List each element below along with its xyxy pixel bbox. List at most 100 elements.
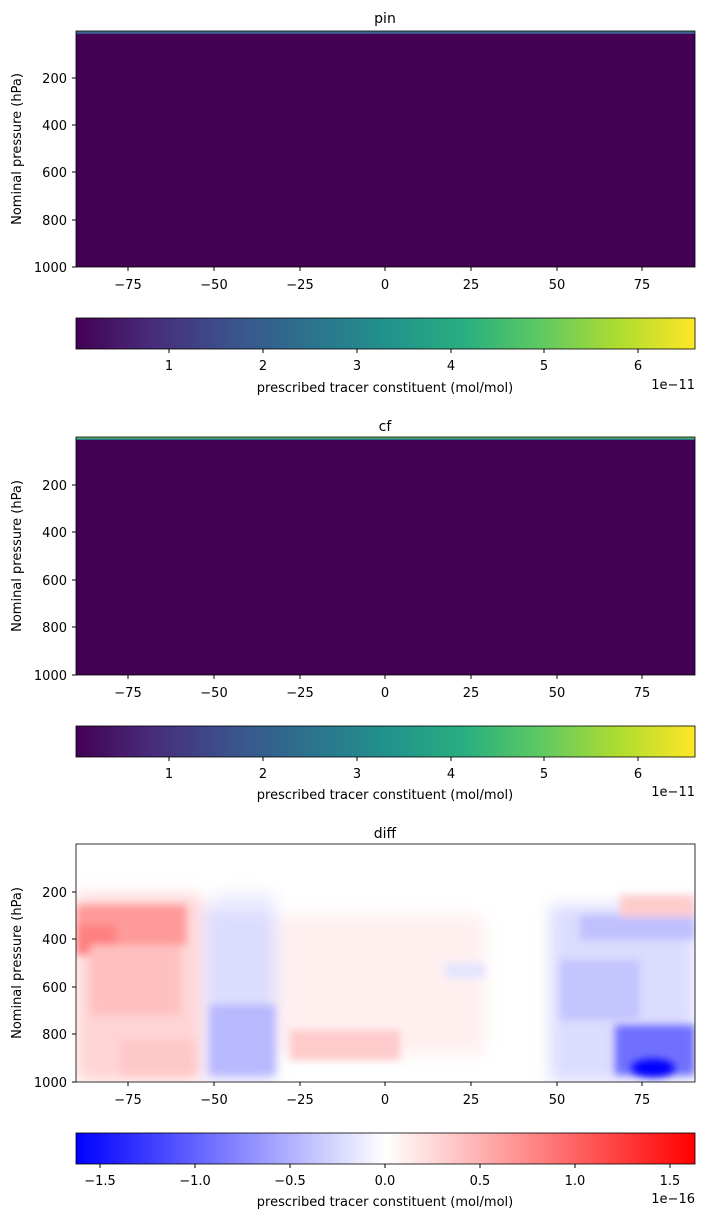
colorbar-tick-label: 0.0 bbox=[375, 1174, 396, 1189]
colorbar-tick-label: 6 bbox=[634, 767, 642, 782]
x-tick-label: 50 bbox=[549, 278, 566, 293]
x-tick-label: −25 bbox=[286, 1093, 313, 1108]
y-tick-label: 600 bbox=[42, 981, 67, 996]
colorbar: 1 2 3 4 5 6 prescribed tracer constituen… bbox=[75, 317, 696, 396]
colorbar: 1 2 3 4 5 6 prescribed tracer constituen… bbox=[75, 725, 696, 803]
x-tick-label: 25 bbox=[463, 278, 480, 293]
y-tick-label: 400 bbox=[42, 933, 67, 948]
colorbar-tick-label: 5 bbox=[540, 359, 548, 374]
colorbar-tick-label: 2 bbox=[259, 767, 267, 782]
panel-diff: diff bbox=[10, 826, 696, 1210]
y-tick-label: 1000 bbox=[34, 669, 67, 684]
colorbar-offset-text: 1e−11 bbox=[651, 785, 695, 800]
top-layer-band bbox=[76, 437, 695, 439]
colorbar-tick-label: 1 bbox=[165, 359, 173, 374]
colorbar-gradient bbox=[75, 725, 696, 758]
colorbar-label: prescribed tracer constituent (mol/mol) bbox=[257, 381, 513, 396]
positive-region bbox=[120, 1040, 195, 1075]
top-layer-band bbox=[76, 31, 695, 33]
colorbar-offset-text: 1e−11 bbox=[651, 378, 695, 393]
x-tick-label: −25 bbox=[286, 278, 313, 293]
colorbar-tick-label: −1.0 bbox=[179, 1174, 211, 1189]
colorbar-tick-label: 1.5 bbox=[660, 1174, 681, 1189]
colorbar-tick-label: 6 bbox=[634, 359, 642, 374]
colorbar-tick-label: 4 bbox=[447, 767, 455, 782]
x-axis-ticks: −75 −50 −25 0 25 50 75 bbox=[114, 675, 650, 701]
y-axis-ticks: 200 400 600 800 1000 bbox=[34, 479, 76, 684]
colorbar-tick-label: 5 bbox=[540, 767, 548, 782]
panel-title: cf bbox=[379, 419, 393, 435]
x-tick-label: 25 bbox=[463, 686, 480, 701]
top-layer-band bbox=[76, 438, 695, 440]
colorbar-tick-label: 2 bbox=[259, 359, 267, 374]
y-tick-label: 1000 bbox=[34, 1076, 67, 1091]
colorbar-label: prescribed tracer constituent (mol/mol) bbox=[257, 1195, 513, 1210]
colorbar-tick-label: 3 bbox=[353, 767, 361, 782]
positive-region bbox=[290, 1030, 400, 1060]
negative-region bbox=[560, 960, 640, 1020]
panel-title: diff bbox=[374, 826, 397, 842]
heatmap-field bbox=[76, 31, 695, 267]
heatmap-background bbox=[76, 437, 695, 675]
x-tick-label: −75 bbox=[114, 1093, 141, 1108]
panel-pin: pin 200 400 600 800 1000 Nominal pressur… bbox=[10, 11, 696, 396]
y-tick-label: 800 bbox=[42, 214, 67, 229]
x-tick-label: −50 bbox=[200, 278, 227, 293]
y-axis-label: Nominal pressure (hPa) bbox=[10, 480, 25, 632]
colorbar-tick-label: 1 bbox=[165, 767, 173, 782]
colorbar-tick-label: −0.5 bbox=[274, 1174, 306, 1189]
x-tick-label: −50 bbox=[200, 686, 227, 701]
colorbar-offset-text: 1e−16 bbox=[651, 1192, 695, 1207]
y-tick-label: 600 bbox=[42, 166, 67, 181]
y-tick-label: 200 bbox=[42, 72, 67, 87]
negative-region bbox=[580, 915, 695, 940]
x-tick-label: 75 bbox=[634, 1093, 651, 1108]
x-tick-label: −25 bbox=[286, 686, 313, 701]
colorbar-tick-label: 4 bbox=[447, 359, 455, 374]
y-axis-ticks: 200 400 600 800 1000 bbox=[34, 72, 76, 276]
negative-region bbox=[210, 1005, 275, 1075]
colorbar-gradient bbox=[75, 1132, 696, 1165]
x-tick-label: 75 bbox=[634, 686, 651, 701]
field-features bbox=[76, 895, 695, 1075]
heatmap-background bbox=[76, 31, 695, 267]
colorbar: −1.5 −1.0 −0.5 0.0 0.5 1.0 1.5 prescribe… bbox=[75, 1132, 696, 1210]
x-tick-label: −50 bbox=[200, 1093, 227, 1108]
x-tick-label: 0 bbox=[381, 1093, 389, 1108]
y-axis-ticks: 200 400 600 800 1000 bbox=[34, 886, 76, 1091]
y-tick-label: 800 bbox=[42, 621, 67, 636]
panel-title: pin bbox=[374, 11, 396, 27]
x-tick-label: −75 bbox=[114, 686, 141, 701]
x-tick-label: 75 bbox=[634, 278, 651, 293]
heatmap-field bbox=[76, 437, 695, 675]
colorbar-tick-label: 0.5 bbox=[470, 1174, 491, 1189]
colorbar-tick-label: −1.5 bbox=[84, 1174, 116, 1189]
x-tick-label: 0 bbox=[381, 686, 389, 701]
y-tick-label: 1000 bbox=[34, 261, 67, 276]
positive-region bbox=[620, 895, 695, 917]
x-tick-label: 25 bbox=[463, 1093, 480, 1108]
y-tick-label: 200 bbox=[42, 479, 67, 494]
x-tick-label: 50 bbox=[549, 1093, 566, 1108]
y-tick-label: 200 bbox=[42, 886, 67, 901]
y-tick-label: 400 bbox=[42, 526, 67, 541]
y-tick-label: 400 bbox=[42, 119, 67, 134]
x-axis-ticks: −75 −50 −25 0 25 50 75 bbox=[114, 267, 650, 293]
negative-region bbox=[631, 1059, 675, 1077]
y-tick-label: 600 bbox=[42, 574, 67, 589]
y-axis-label: Nominal pressure (hPa) bbox=[10, 73, 25, 225]
heatmap-field bbox=[76, 844, 695, 1082]
panel-cf: cf 200 400 600 800 1000 Nominal pressure… bbox=[10, 419, 696, 803]
colorbar-tick-label: 1.0 bbox=[565, 1174, 586, 1189]
x-tick-label: −75 bbox=[114, 278, 141, 293]
colorbar-tick-label: 3 bbox=[353, 359, 361, 374]
positive-region bbox=[90, 945, 180, 1015]
negative-region bbox=[215, 893, 275, 911]
x-axis-ticks: −75 −50 −25 0 25 50 75 bbox=[114, 1082, 650, 1108]
x-tick-label: 50 bbox=[549, 686, 566, 701]
negative-region bbox=[445, 963, 485, 978]
colorbar-gradient bbox=[75, 317, 696, 350]
colorbar-label: prescribed tracer constituent (mol/mol) bbox=[257, 788, 513, 803]
y-axis-label: Nominal pressure (hPa) bbox=[10, 887, 25, 1039]
